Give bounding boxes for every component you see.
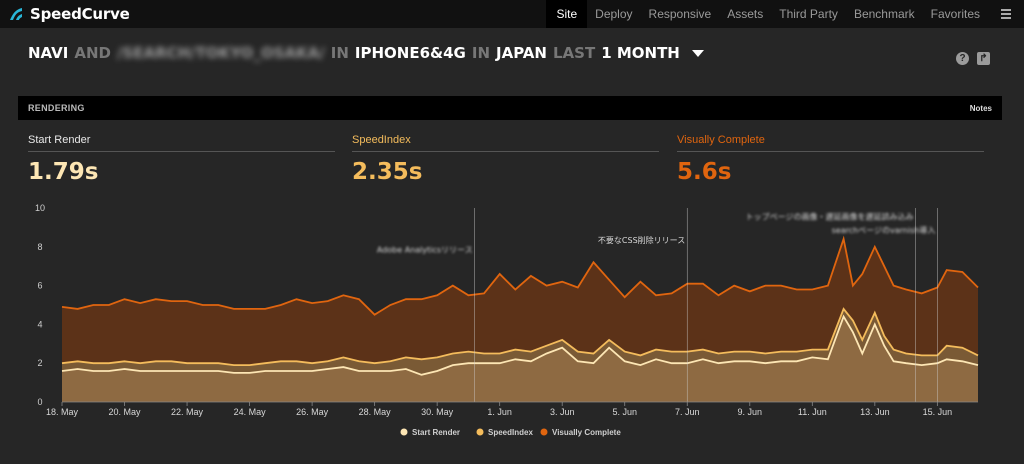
- annotation-label-0: Adobe Analyticsリリース: [377, 246, 473, 255]
- nav-tab-site[interactable]: Site: [546, 0, 588, 28]
- main-nav: Site Deploy Responsive Assets Third Part…: [546, 0, 1024, 28]
- x-tick-label-7: 1. Jun: [487, 407, 512, 417]
- metric-label: Visually Complete: [677, 134, 984, 152]
- x-tick-label-12: 11. Jun: [798, 407, 827, 417]
- period-dropdown-caret-icon[interactable]: [691, 49, 704, 57]
- y-tick-label-3: 6: [37, 281, 42, 291]
- series-area-2: [62, 316, 978, 402]
- app-name: SpeedCurve: [30, 5, 130, 23]
- title-and: AND: [74, 44, 111, 62]
- x-tick-label-8: 3. Jun: [550, 407, 575, 417]
- x-tick-label-3: 24. May: [234, 407, 267, 417]
- y-tick-label-1: 2: [37, 358, 42, 368]
- title-in-1: IN: [330, 44, 349, 62]
- metric-start-render: Start Render 1.79s: [28, 134, 335, 185]
- title-sites[interactable]: NAVI: [28, 44, 69, 62]
- x-tick-label-14: 15. Jun: [923, 407, 953, 417]
- legend-marker-1: [476, 428, 484, 436]
- rendering-section-header: RENDERING Notes: [18, 96, 1002, 120]
- metric-value: 2.35s: [352, 159, 423, 185]
- legend-label-0: Start Render: [412, 428, 460, 437]
- nav-tab-benchmark[interactable]: Benchmark: [853, 7, 915, 21]
- title-device[interactable]: IPHONE6&4G: [354, 44, 466, 62]
- legend-marker-2: [540, 428, 548, 436]
- legend-marker-0: [400, 428, 408, 436]
- x-tick-label-6: 30. May: [421, 407, 454, 417]
- speedcurve-logo[interactable]: SpeedCurve: [8, 0, 130, 28]
- nav-tab-assets[interactable]: Assets: [727, 7, 764, 21]
- x-tick-label-10: 7. Jun: [675, 407, 700, 417]
- nav-tab-favorites[interactable]: Favorites: [930, 7, 980, 21]
- x-tick-label-11: 9. Jun: [738, 407, 763, 417]
- series-line-1: [61, 307, 979, 366]
- metric-speedindex: SpeedIndex 2.35s: [352, 134, 659, 185]
- y-tick-label-0: 0: [37, 397, 42, 407]
- y-tick-label-2: 4: [37, 319, 42, 329]
- title-path[interactable]: /SEARCH/TOKYO_OSAKA/: [116, 44, 325, 62]
- x-tick-label-5: 28. May: [359, 407, 392, 417]
- legend-label-1: SpeedIndex: [488, 428, 533, 437]
- section-title: RENDERING: [28, 103, 85, 113]
- metric-label: SpeedIndex: [352, 134, 659, 152]
- series-line-0: [61, 235, 979, 316]
- metric-value: 1.79s: [28, 159, 99, 185]
- metric-label: Start Render: [28, 134, 335, 152]
- speedcurve-logo-icon: [10, 8, 22, 20]
- page-title: NAVI AND /SEARCH/TOKYO_OSAKA/ IN IPHONE6…: [28, 44, 704, 62]
- metric-visually-complete: Visually Complete 5.6s: [677, 134, 984, 185]
- annotation-label-1: 不要なCSS削除リリース: [598, 235, 685, 245]
- x-tick-label-1: 20. May: [109, 407, 142, 417]
- hamburger-menu-icon[interactable]: [988, 0, 1024, 28]
- title-period[interactable]: 1 MONTH: [601, 44, 680, 62]
- x-tick-label-9: 5. Jun: [612, 407, 637, 417]
- title-region[interactable]: JAPAN: [496, 44, 547, 62]
- annotation-label-2: トップページの画像・遅延画像を遅延読み込み: [746, 212, 914, 222]
- top-navigation-bar: SpeedCurve Site Deploy Responsive Assets…: [0, 0, 1024, 28]
- series-line-2: [61, 314, 979, 376]
- annotation-label-3: searchページのvarnish導入: [832, 225, 936, 235]
- y-tick-label-5: 10: [35, 203, 45, 213]
- rendering-chart: Adobe Analyticsリリース 不要なCSS削除リリース トップページの画像…: [35, 203, 979, 437]
- notes-button[interactable]: Notes: [969, 103, 992, 113]
- x-tick-label-4: 26. May: [296, 407, 329, 417]
- nav-tab-third-party[interactable]: Third Party: [779, 7, 838, 21]
- y-tick-label-4: 8: [37, 242, 42, 252]
- nav-tab-responsive[interactable]: Responsive: [648, 7, 712, 21]
- help-icon[interactable]: ?: [956, 52, 969, 65]
- x-tick-label-0: 18. May: [46, 407, 79, 417]
- title-last: LAST: [552, 44, 596, 62]
- title-in-2: IN: [471, 44, 490, 62]
- header-tools: ? ↱: [956, 52, 990, 65]
- x-tick-label-2: 22. May: [171, 407, 204, 417]
- legend-label-2: Visually Complete: [552, 428, 621, 437]
- nav-tab-deploy[interactable]: Deploy: [595, 7, 633, 21]
- x-tick-label-13: 13. Jun: [860, 407, 890, 417]
- metric-value: 5.6s: [677, 159, 732, 185]
- share-icon[interactable]: ↱: [977, 52, 990, 65]
